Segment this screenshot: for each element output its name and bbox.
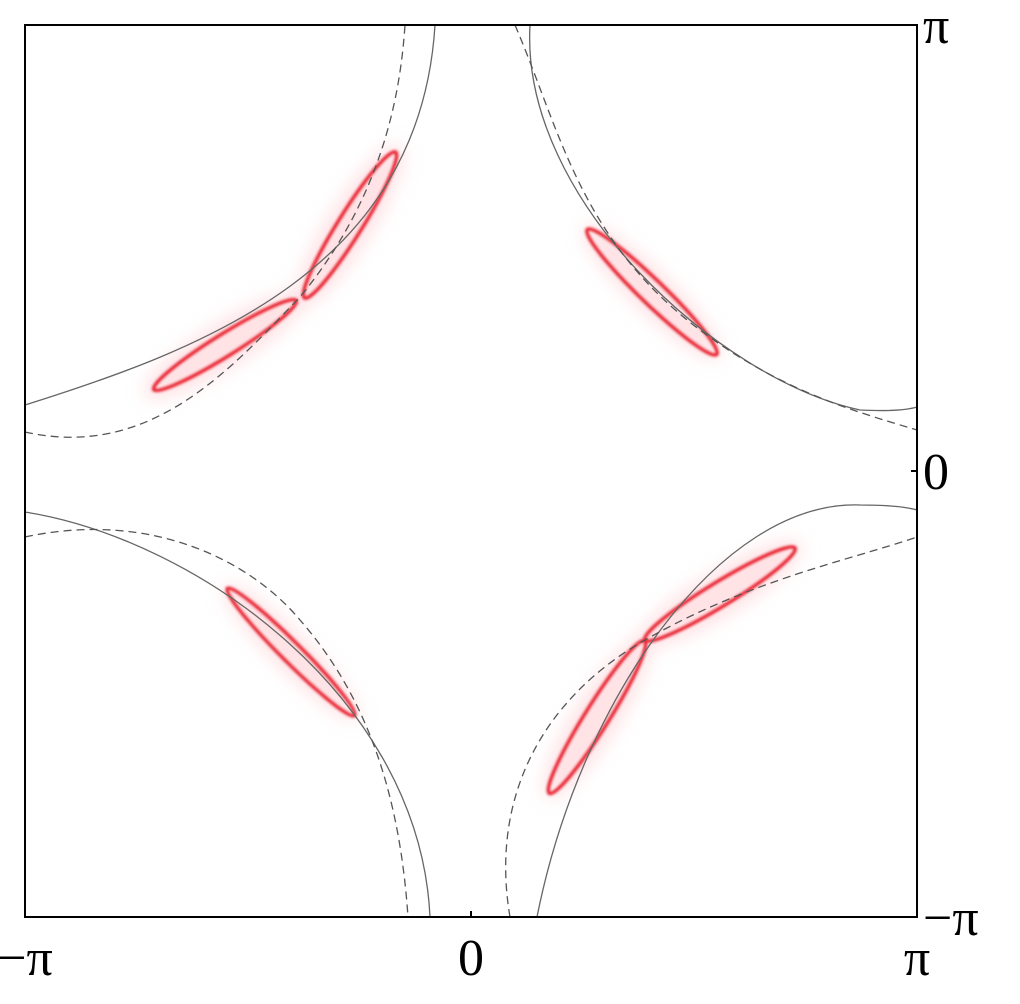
y-tick-label: −π <box>923 890 979 947</box>
plot-frame <box>24 24 918 918</box>
spectral-halo <box>143 143 802 799</box>
spectral-peaks <box>151 150 798 796</box>
x-tick-label: 0 <box>458 930 484 987</box>
x-tick-label: π <box>904 930 930 987</box>
plot-content <box>24 24 918 918</box>
x-tick-label: −π <box>0 930 53 987</box>
y-tick-label: π <box>923 0 949 55</box>
y-tick-label: 0 <box>923 444 949 501</box>
fermi-surface <box>24 24 918 918</box>
